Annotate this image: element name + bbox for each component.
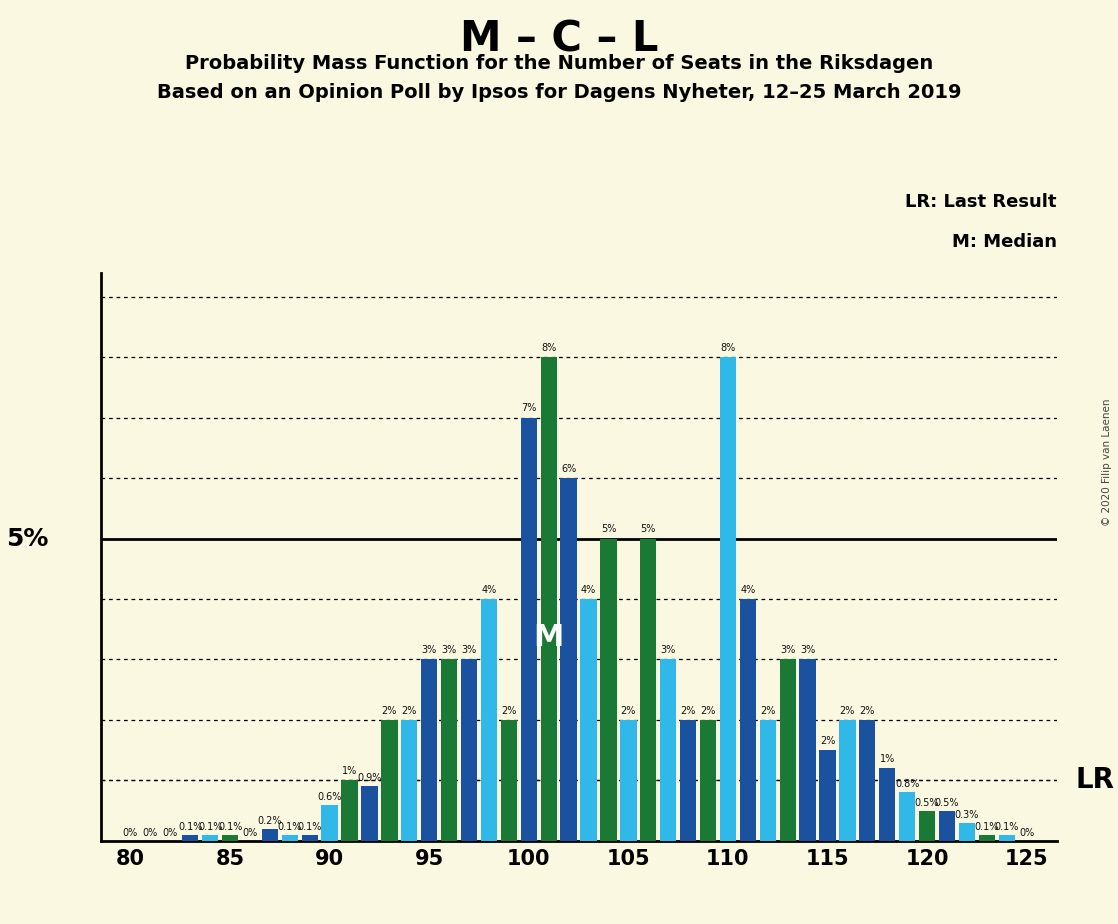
Bar xyxy=(421,660,437,841)
Text: LR: Last Result: LR: Last Result xyxy=(904,193,1057,211)
Text: 3%: 3% xyxy=(780,645,795,655)
Text: M: Median: M: Median xyxy=(951,233,1057,250)
Text: 2%: 2% xyxy=(501,706,517,716)
Text: 0%: 0% xyxy=(1018,829,1034,838)
Text: 2%: 2% xyxy=(760,706,776,716)
Text: 5%: 5% xyxy=(641,524,656,534)
Text: 4%: 4% xyxy=(581,585,596,595)
Text: 7%: 7% xyxy=(521,404,537,413)
Text: Based on an Opinion Poll by Ipsos for Dagens Nyheter, 12–25 March 2019: Based on an Opinion Poll by Ipsos for Da… xyxy=(157,83,961,103)
Bar xyxy=(302,834,318,841)
Bar xyxy=(779,660,796,841)
Bar xyxy=(501,720,517,841)
Text: 0.8%: 0.8% xyxy=(896,780,919,789)
Text: 0%: 0% xyxy=(123,829,139,838)
Text: 2%: 2% xyxy=(620,706,636,716)
Bar xyxy=(560,478,577,841)
Text: 0.9%: 0.9% xyxy=(358,773,381,784)
Text: 2%: 2% xyxy=(401,706,417,716)
Text: 8%: 8% xyxy=(720,343,736,353)
Bar xyxy=(641,539,656,841)
Text: 2%: 2% xyxy=(840,706,855,716)
Bar xyxy=(202,834,218,841)
Text: 2%: 2% xyxy=(681,706,695,716)
Text: 0.5%: 0.5% xyxy=(935,797,959,808)
Text: 0.1%: 0.1% xyxy=(297,821,322,832)
Bar xyxy=(401,720,417,841)
Bar xyxy=(680,720,697,841)
Text: 0.3%: 0.3% xyxy=(955,809,979,820)
Bar xyxy=(461,660,477,841)
Bar xyxy=(481,599,498,841)
Text: 5%: 5% xyxy=(6,527,48,551)
Text: 0%: 0% xyxy=(143,829,158,838)
Text: 2%: 2% xyxy=(700,706,716,716)
Text: 0.6%: 0.6% xyxy=(318,792,342,801)
Bar xyxy=(799,660,816,841)
Bar xyxy=(720,358,736,841)
Bar xyxy=(840,720,855,841)
Text: 0.5%: 0.5% xyxy=(915,797,939,808)
Text: 4%: 4% xyxy=(740,585,756,595)
Text: M: M xyxy=(533,623,563,652)
Text: 2%: 2% xyxy=(860,706,875,716)
Bar xyxy=(959,822,975,841)
Text: © 2020 Filip van Laenen: © 2020 Filip van Laenen xyxy=(1102,398,1111,526)
Bar xyxy=(879,768,896,841)
Text: 3%: 3% xyxy=(800,645,815,655)
Text: 5%: 5% xyxy=(600,524,616,534)
Bar xyxy=(262,829,278,841)
Text: 3%: 3% xyxy=(442,645,457,655)
Bar xyxy=(221,834,238,841)
Bar xyxy=(998,834,1015,841)
Bar xyxy=(600,539,617,841)
Text: 0.1%: 0.1% xyxy=(995,821,1018,832)
Bar xyxy=(819,750,835,841)
Bar xyxy=(919,810,936,841)
Text: LR: LR xyxy=(1076,766,1115,795)
Text: 2%: 2% xyxy=(381,706,397,716)
Bar xyxy=(381,720,398,841)
Text: 3%: 3% xyxy=(462,645,476,655)
Bar xyxy=(282,834,299,841)
Text: 0.1%: 0.1% xyxy=(178,821,202,832)
Bar xyxy=(322,805,338,841)
Bar xyxy=(759,720,776,841)
Text: 0.1%: 0.1% xyxy=(277,821,302,832)
Bar xyxy=(740,599,756,841)
Text: 0%: 0% xyxy=(243,829,257,838)
Text: 4%: 4% xyxy=(482,585,496,595)
Bar xyxy=(361,786,378,841)
Text: 6%: 6% xyxy=(561,464,576,474)
Text: 0.2%: 0.2% xyxy=(257,816,282,826)
Text: 1%: 1% xyxy=(880,754,894,764)
Bar xyxy=(620,720,636,841)
Text: 2%: 2% xyxy=(819,736,835,746)
Bar xyxy=(859,720,875,841)
Text: 0.1%: 0.1% xyxy=(198,821,222,832)
Bar xyxy=(700,720,717,841)
Bar xyxy=(182,834,198,841)
Bar xyxy=(521,418,537,841)
Text: M – C – L: M – C – L xyxy=(459,18,659,60)
Text: 0.1%: 0.1% xyxy=(975,821,999,832)
Text: Probability Mass Function for the Number of Seats in the Riksdagen: Probability Mass Function for the Number… xyxy=(184,54,934,73)
Bar xyxy=(939,810,955,841)
Text: 3%: 3% xyxy=(661,645,675,655)
Bar xyxy=(660,660,676,841)
Bar xyxy=(341,781,358,841)
Text: 1%: 1% xyxy=(342,766,357,776)
Bar xyxy=(978,834,995,841)
Bar xyxy=(580,599,597,841)
Bar xyxy=(540,358,557,841)
Bar xyxy=(440,660,457,841)
Text: 0.1%: 0.1% xyxy=(218,821,243,832)
Text: 8%: 8% xyxy=(541,343,557,353)
Bar xyxy=(899,793,916,841)
Text: 3%: 3% xyxy=(421,645,437,655)
Text: 0%: 0% xyxy=(163,829,178,838)
